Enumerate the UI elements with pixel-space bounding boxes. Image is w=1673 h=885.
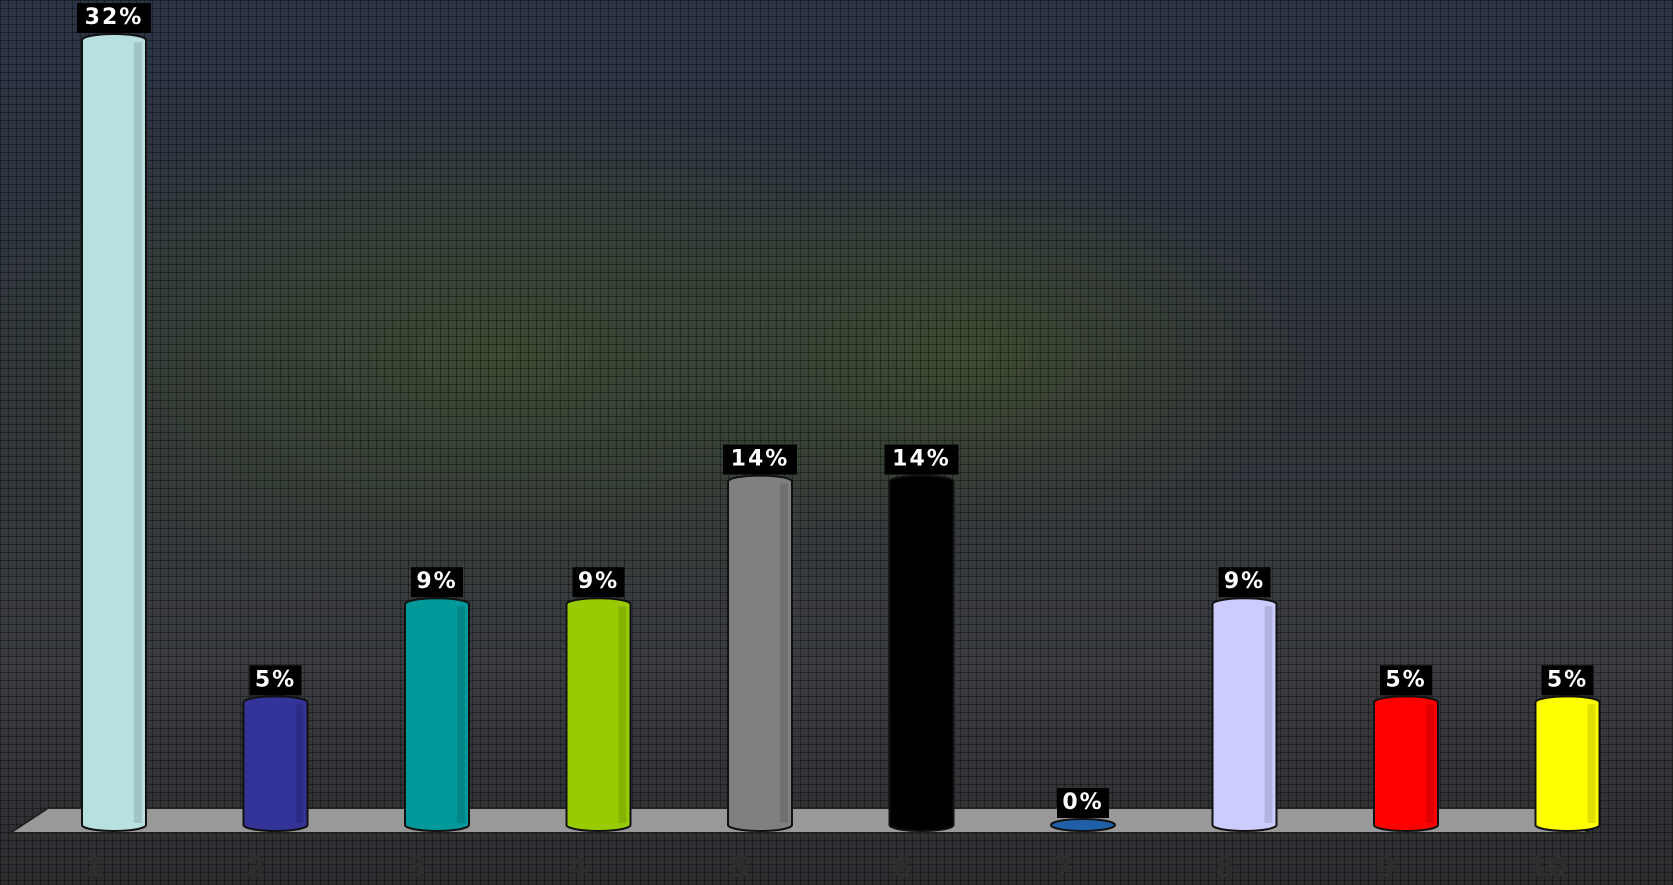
x-tick-label: 8 bbox=[1215, 850, 1234, 883]
x-tick-label: 7 bbox=[1053, 850, 1072, 883]
bar-highlight bbox=[457, 606, 465, 823]
bar bbox=[242, 695, 309, 832]
bar-highlight bbox=[295, 704, 304, 823]
bar-highlight bbox=[1426, 704, 1434, 823]
bar-highlight bbox=[780, 483, 788, 823]
x-tick-label: 4 bbox=[569, 850, 588, 883]
value-label: 9% bbox=[416, 569, 457, 594]
value-label-bg bbox=[1380, 665, 1432, 696]
value-label: 5% bbox=[1547, 667, 1588, 692]
value-label: 9% bbox=[1224, 569, 1265, 594]
bar bbox=[404, 597, 470, 832]
bar bbox=[1373, 695, 1439, 832]
bar bbox=[1534, 695, 1601, 832]
value-label-bg bbox=[411, 567, 463, 598]
bar-highlight bbox=[134, 42, 142, 823]
value-label: 5% bbox=[255, 667, 296, 692]
value-label: 14% bbox=[892, 447, 951, 472]
bar bbox=[81, 33, 147, 832]
value-label-bg bbox=[884, 444, 959, 475]
bar-highlight bbox=[1587, 704, 1596, 823]
bar-highlight bbox=[618, 606, 627, 823]
value-label: 5% bbox=[1385, 667, 1426, 692]
x-tick-label: 3 bbox=[407, 850, 426, 883]
value-label: 14% bbox=[731, 447, 790, 472]
bar bbox=[1049, 818, 1117, 832]
bar bbox=[727, 474, 793, 832]
bar bbox=[565, 597, 632, 832]
value-label: 0% bbox=[1062, 790, 1103, 815]
value-label-bg bbox=[1057, 788, 1109, 818]
value-label-bg bbox=[572, 567, 625, 598]
value-label-bg bbox=[249, 665, 302, 696]
bar-highlight bbox=[941, 483, 950, 823]
value-label-bg bbox=[1218, 567, 1271, 598]
x-tick-label: 10 bbox=[1528, 850, 1567, 883]
value-label-bg bbox=[723, 444, 797, 475]
bar bbox=[888, 474, 955, 832]
value-label-bg bbox=[1541, 665, 1594, 696]
x-tick-label: 2 bbox=[246, 850, 265, 883]
value-label-bg bbox=[77, 3, 151, 33]
x-tick-label: 1 bbox=[84, 850, 103, 883]
value-label: 32% bbox=[85, 5, 144, 30]
value-label: 9% bbox=[578, 569, 619, 594]
bar-highlight bbox=[1264, 606, 1273, 823]
x-tick-label: 9 bbox=[1376, 850, 1395, 883]
x-tick-label: 5 bbox=[730, 850, 749, 883]
x-tick-label: 6 bbox=[892, 850, 911, 883]
bar bbox=[1211, 597, 1278, 832]
